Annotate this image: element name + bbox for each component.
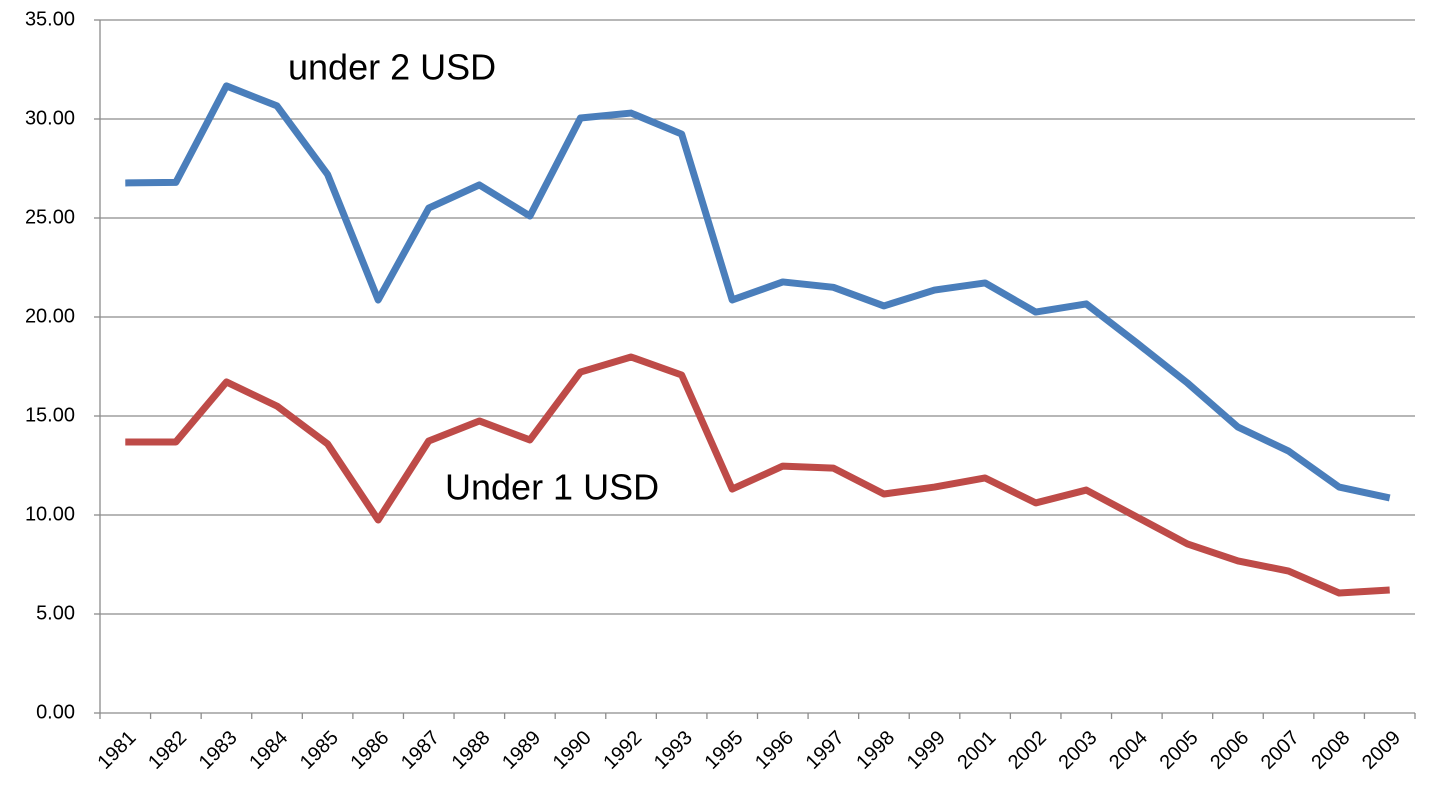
x-tick-label: 2009 (1358, 727, 1405, 774)
x-tick-label: 2004 (1105, 727, 1152, 774)
x-tick-label: 2002 (1004, 727, 1051, 774)
y-tick-label: 20.00 (25, 305, 75, 327)
x-tick-label: 1981 (94, 727, 141, 774)
y-tick-label: 5.00 (36, 602, 75, 624)
y-tick-label: 15.00 (25, 404, 75, 426)
x-tick-label: 1990 (549, 727, 596, 774)
x-tick-label: 1988 (448, 727, 495, 774)
x-tick-label: 1987 (397, 727, 444, 774)
x-tick-label: 1996 (751, 727, 798, 774)
x-tick-label: 1985 (296, 727, 343, 774)
x-tick-label: 1982 (144, 727, 191, 774)
x-tick-label: 2008 (1307, 727, 1354, 774)
x-tick-label: 1997 (802, 727, 849, 774)
x-tick-label: 1993 (650, 727, 697, 774)
y-tick-label: 35.00 (25, 8, 75, 30)
x-tick-label: 2007 (1257, 727, 1304, 774)
x-tick-label: 2005 (1156, 727, 1203, 774)
series-annotation: under 2 USD (288, 47, 496, 88)
y-tick-label: 25.00 (25, 206, 75, 228)
x-tick-label: 1999 (903, 727, 950, 774)
x-tick-label: 2003 (1054, 727, 1101, 774)
x-tick-label: 1989 (498, 727, 545, 774)
x-tick-label: 1986 (346, 727, 393, 774)
y-tick-label: 30.00 (25, 107, 75, 129)
x-tick-label: 1983 (195, 727, 242, 774)
series-line (125, 353, 1390, 597)
y-tick-label: 10.00 (25, 503, 75, 525)
x-tick-label: 1984 (245, 727, 292, 774)
x-tick-label: 1998 (852, 727, 899, 774)
series-line (125, 82, 1391, 502)
series-annotation: Under 1 USD (445, 467, 659, 508)
x-tick-label: 2006 (1206, 727, 1253, 774)
x-tick-label: 1995 (700, 727, 747, 774)
y-tick-label: 0.00 (36, 701, 75, 723)
x-tick-label: 2001 (953, 727, 1000, 774)
x-tick-label: 1992 (599, 727, 646, 774)
